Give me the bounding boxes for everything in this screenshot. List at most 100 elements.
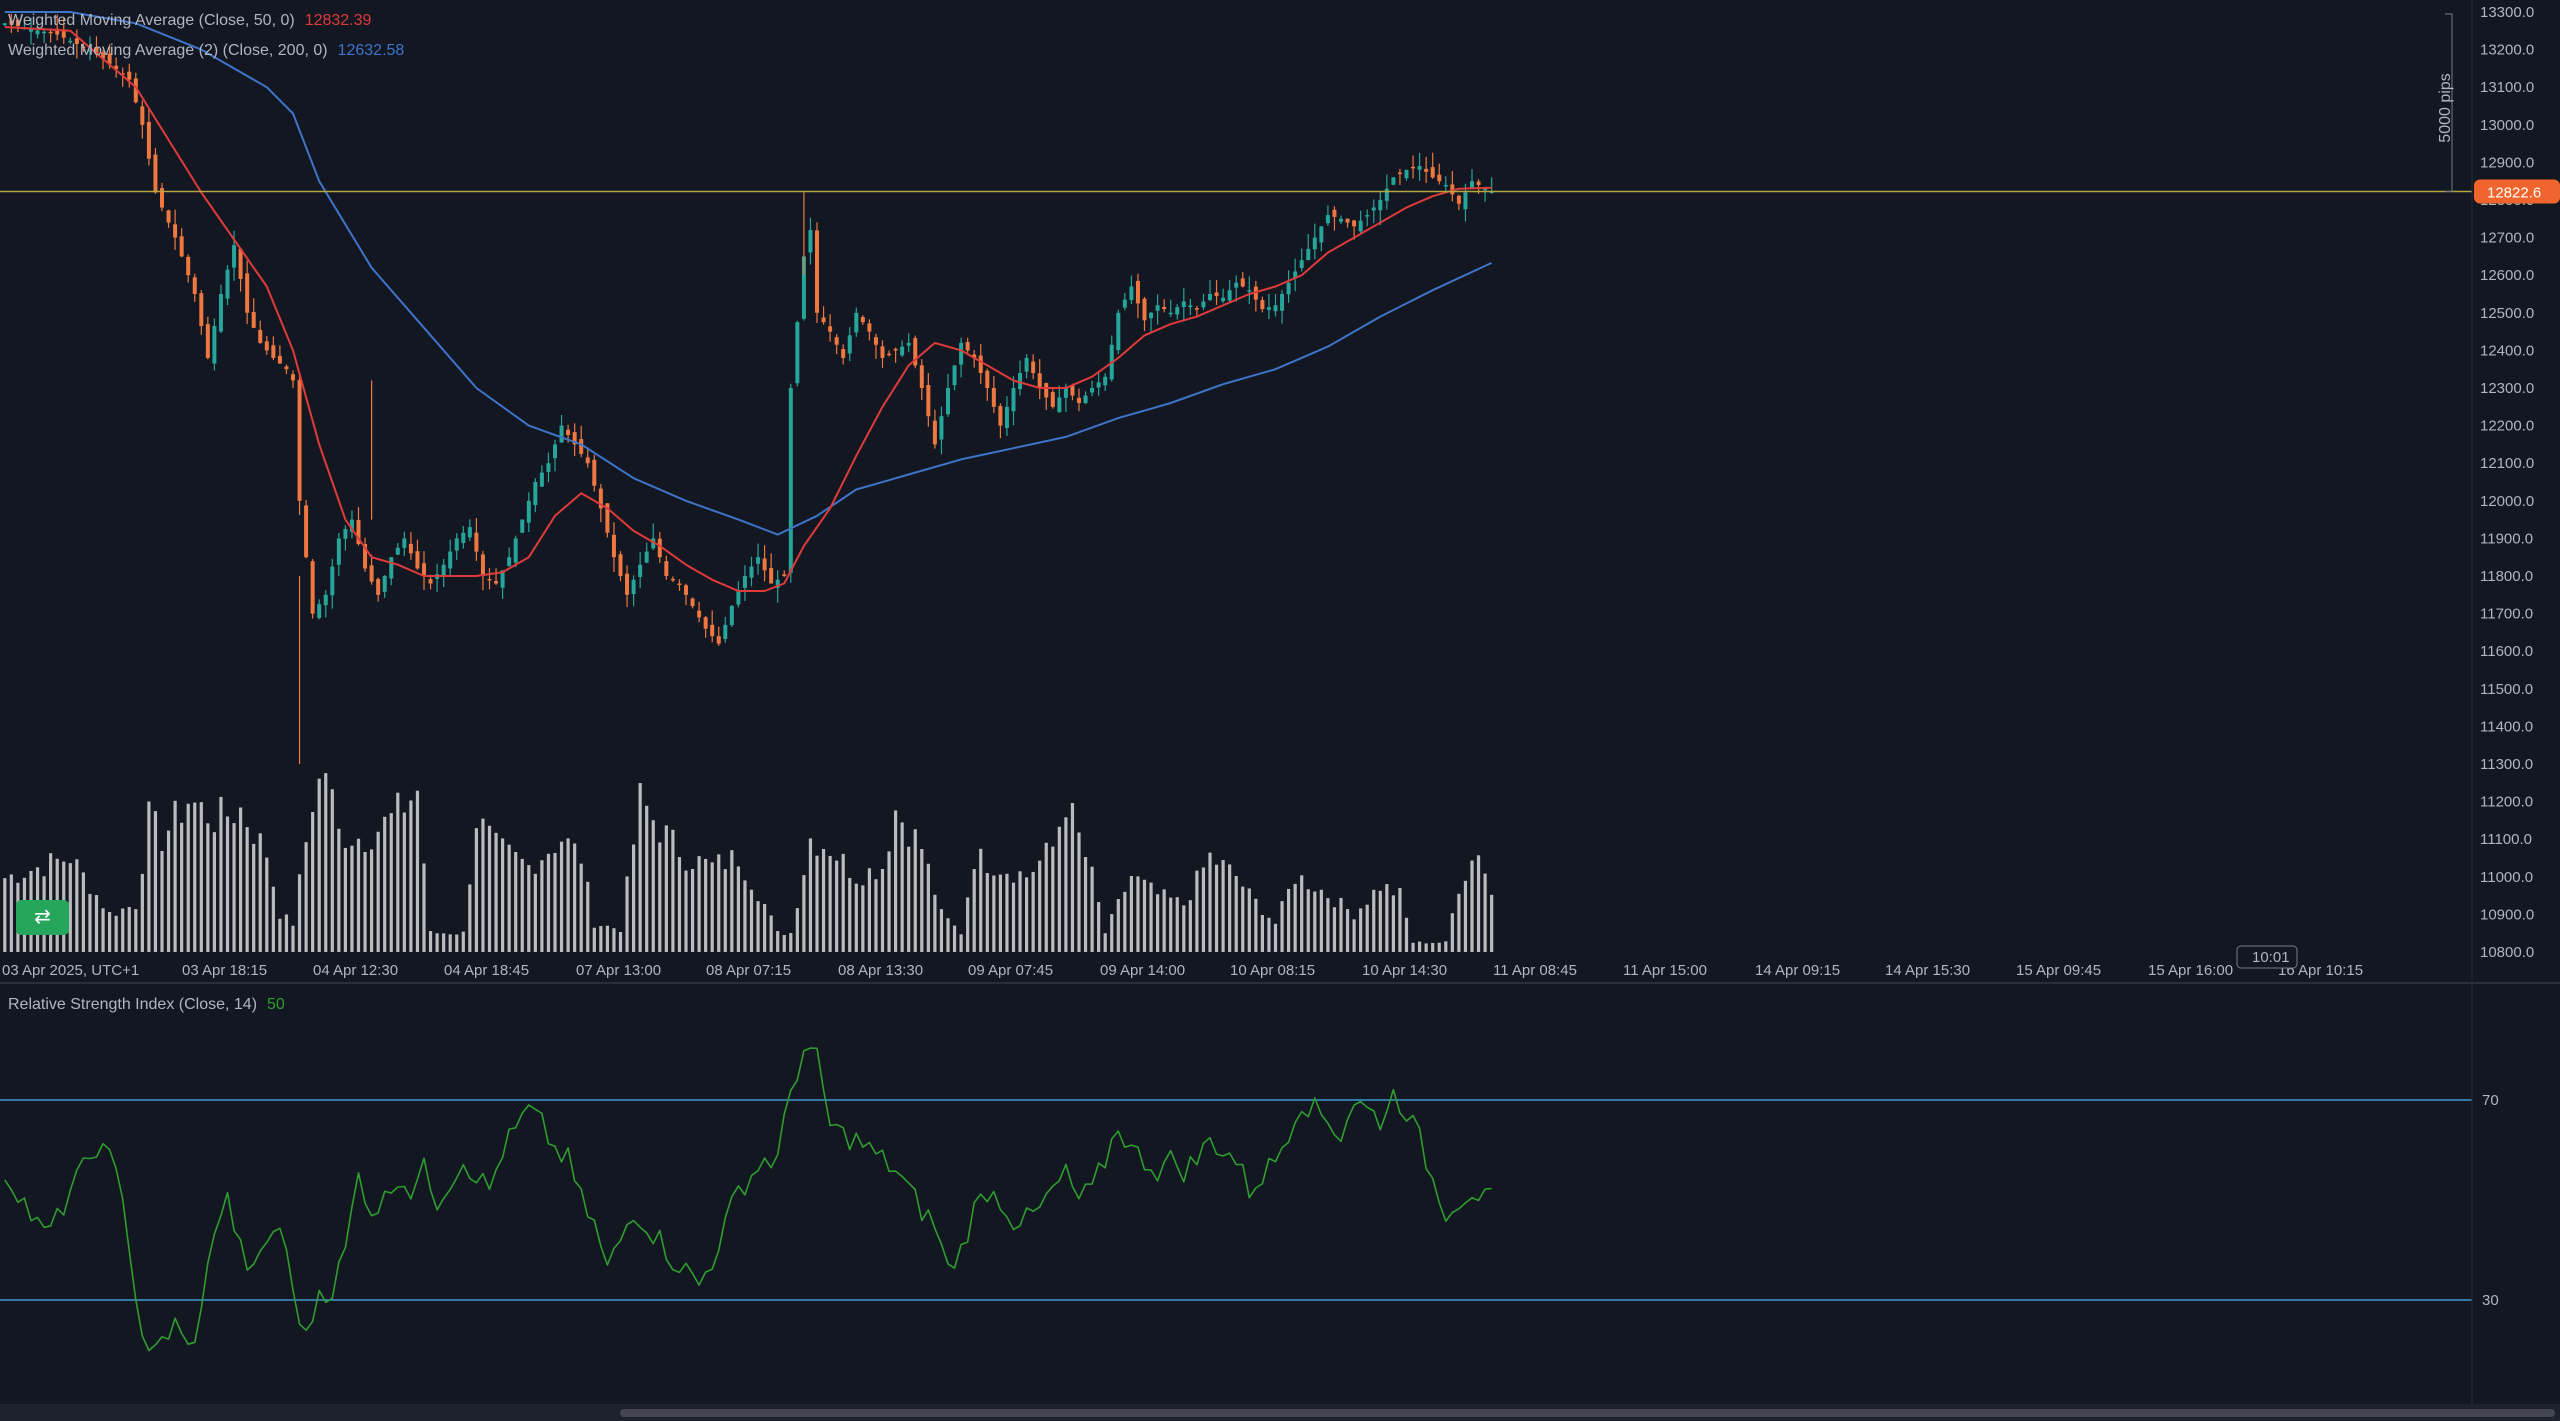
candle-body: [762, 558, 767, 571]
volume-bar: [94, 895, 99, 952]
rsi-legend[interactable]: Relative Strength Index (Close, 14) 50: [8, 996, 285, 1014]
rsi-pane[interactable]: 70 30: [0, 1047, 2499, 1352]
volume-bar: [1345, 909, 1350, 952]
volume-bar: [252, 843, 256, 952]
candle-body: [1424, 168, 1429, 172]
price-tick-label: 11200.0: [2480, 794, 2533, 811]
volume-bar: [998, 874, 1002, 952]
wma50-legend[interactable]: Weighted Moving Average (Close, 50, 0) 12…: [8, 12, 371, 30]
wma200-legend[interactable]: Weighted Moving Average (2) (Close, 200,…: [8, 42, 404, 60]
volume-bar: [481, 818, 485, 952]
volume-bar: [173, 800, 177, 952]
candle-body: [173, 224, 178, 238]
candle-body: [304, 505, 309, 558]
candle-body: [1411, 166, 1416, 169]
candle-body: [114, 65, 119, 70]
volume-bar: [501, 838, 505, 952]
volume-bar: [1450, 913, 1454, 952]
candle-body: [1260, 300, 1265, 310]
volume-bar: [612, 928, 616, 952]
candle-body: [448, 551, 453, 569]
candle-body: [422, 563, 426, 576]
candle-body: [2, 23, 7, 26]
candle-body: [166, 210, 171, 223]
candle-body: [775, 579, 780, 589]
chart-switch-button[interactable]: ⇄: [16, 900, 69, 935]
candle-body: [323, 594, 328, 606]
candle-body: [657, 538, 662, 558]
volume-bar: [887, 851, 891, 952]
candle-body: [801, 256, 806, 319]
volume-bar: [1352, 919, 1356, 952]
volume-bar: [402, 812, 406, 952]
candle-body: [1234, 282, 1239, 288]
volume-bar: [815, 855, 819, 952]
candle-body: [35, 30, 40, 35]
candle-body: [68, 40, 73, 43]
volume-bar: [1083, 857, 1088, 952]
volume-bar: [9, 874, 13, 952]
candle-body: [133, 78, 138, 103]
candle-body: [1339, 218, 1343, 222]
volume-bar: [1129, 876, 1133, 952]
volume-bar: [907, 846, 911, 952]
volume-bar: [1372, 889, 1376, 952]
candle-body: [160, 188, 164, 208]
candle-body: [343, 529, 348, 539]
time-tick-label: 15 Apr 16:00: [2148, 962, 2233, 979]
time-tick-label: 14 Apr 15:30: [1885, 962, 1970, 979]
volume-bar: [1241, 886, 1245, 952]
candle-body: [769, 568, 774, 584]
volume-bar: [1228, 864, 1232, 952]
candle-body: [1063, 388, 1068, 398]
volume-bar: [979, 848, 983, 952]
candle-body: [664, 561, 669, 576]
volume-bar: [848, 877, 852, 952]
volume-bar: [284, 914, 289, 952]
time-tick-label: 04 Apr 18:45: [444, 962, 529, 979]
volume-bar: [867, 868, 871, 952]
horizontal-scrollbar[interactable]: [0, 1404, 2560, 1421]
candle-body: [480, 554, 485, 576]
candle-body: [1188, 305, 1193, 308]
wma200-legend-label: Weighted Moving Average (2) (Close, 200,…: [8, 42, 328, 59]
volume-bar: [900, 822, 904, 952]
price-tick-label: 11600.0: [2480, 643, 2533, 660]
candle-body: [1391, 177, 1396, 185]
candle-body: [336, 538, 341, 565]
candle-body: [526, 500, 531, 523]
candle-body: [1404, 169, 1409, 179]
candle-body: [546, 463, 551, 472]
candle-body: [1129, 286, 1134, 300]
candle-body: [1240, 278, 1245, 287]
volume-bar: [1090, 866, 1094, 952]
candle-body: [186, 256, 191, 276]
volume-bar: [1018, 871, 1022, 952]
volume-bar: [1031, 871, 1035, 952]
candle-body: [94, 46, 99, 54]
volume-bar: [546, 853, 551, 952]
candle-body: [998, 406, 1003, 426]
candle-body: [382, 576, 387, 592]
volume-bar: [396, 792, 400, 952]
candle-body: [893, 348, 898, 351]
candle-body: [153, 154, 158, 193]
candle-body: [900, 346, 905, 356]
volume-bar: [520, 858, 524, 952]
candle-body: [670, 578, 675, 581]
time-tick-label: 08 Apr 13:30: [838, 962, 923, 979]
volume-bar: [1195, 870, 1199, 952]
volume-bar: [1221, 860, 1225, 952]
volume-bar: [743, 880, 747, 952]
candle-body: [1280, 294, 1285, 311]
volume-bar: [337, 828, 341, 952]
volume-bar: [1234, 875, 1238, 952]
candle-body: [513, 538, 518, 563]
volume-bar: [1313, 891, 1317, 952]
volume-bar: [487, 825, 492, 952]
scrollbar-thumb[interactable]: [620, 1409, 2555, 1417]
price-pane[interactable]: 5000 pips: [0, 11, 2472, 764]
candle-body: [74, 38, 79, 44]
candle-body: [29, 28, 33, 32]
